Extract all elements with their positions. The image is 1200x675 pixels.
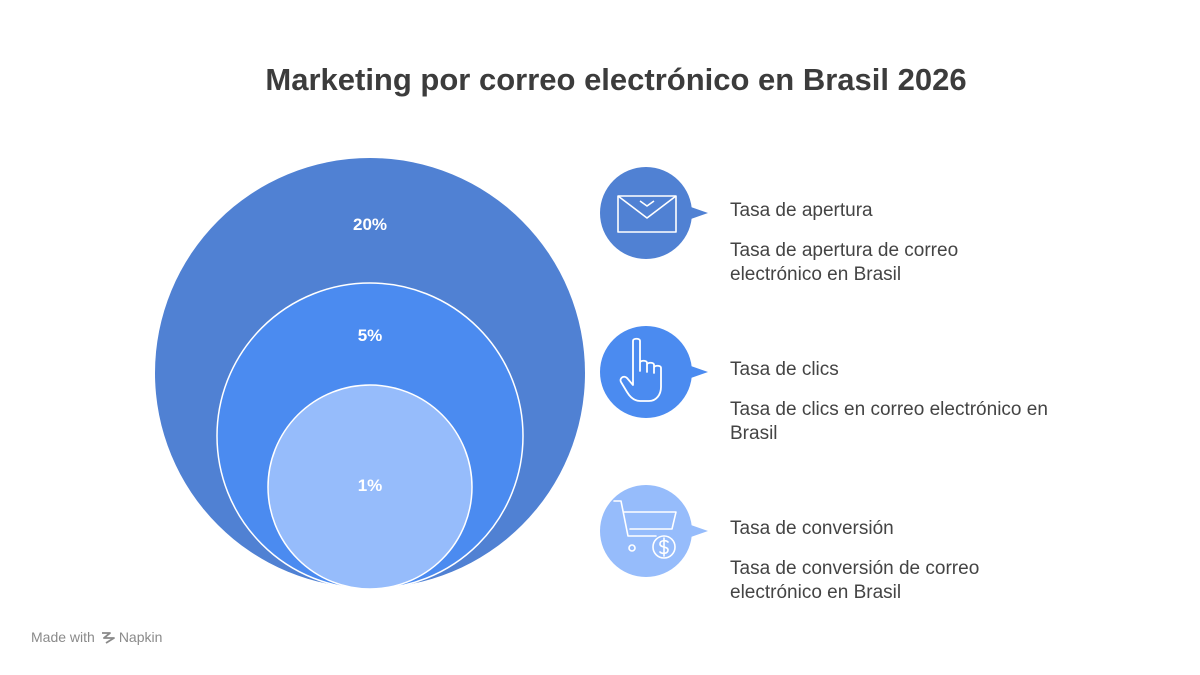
circle-outer-label: 20% (353, 215, 387, 234)
hand-bubble (600, 326, 708, 418)
item-title: Tasa de apertura (730, 200, 873, 221)
item-title: Tasa de conversión (730, 518, 894, 539)
circle-inner-label: 1% (358, 476, 383, 495)
nested-circles-diagram: 20% 5% 1% (155, 158, 585, 590)
item-title: Tasa de clics (730, 359, 839, 380)
shopping-cart-dollar-icon (613, 500, 677, 559)
list-item-conversion-rate: Tasa de conversión Tasa de conversión de… (600, 484, 1160, 614)
page-title: Marketing por correo electrónico en Bras… (265, 62, 967, 97)
envelope-bubble (600, 167, 708, 259)
footer-made-with: Made with (31, 629, 95, 645)
item-description: Tasa de apertura de correo electrónico e… (730, 240, 959, 285)
circle-inner (267, 384, 473, 590)
list-item-click-rate: Tasa de clics Tasa de clics en correo el… (600, 325, 1160, 455)
list-item-open-rate: Tasa de apertura Tasa de apertura de cor… (600, 166, 1160, 296)
napkin-logo-icon (101, 632, 115, 644)
envelope-icon (617, 195, 677, 233)
circle-middle-label: 5% (358, 326, 383, 345)
cart-bubble (600, 485, 708, 577)
item-description: Tasa de clics en correo electrónico en B… (730, 399, 1048, 444)
pointing-hand-icon (619, 337, 662, 402)
footer-brand: Napkin (118, 629, 163, 645)
footer: Made with Napkin (31, 629, 162, 645)
item-description: Tasa de conversión de correo electrónico… (730, 558, 980, 603)
